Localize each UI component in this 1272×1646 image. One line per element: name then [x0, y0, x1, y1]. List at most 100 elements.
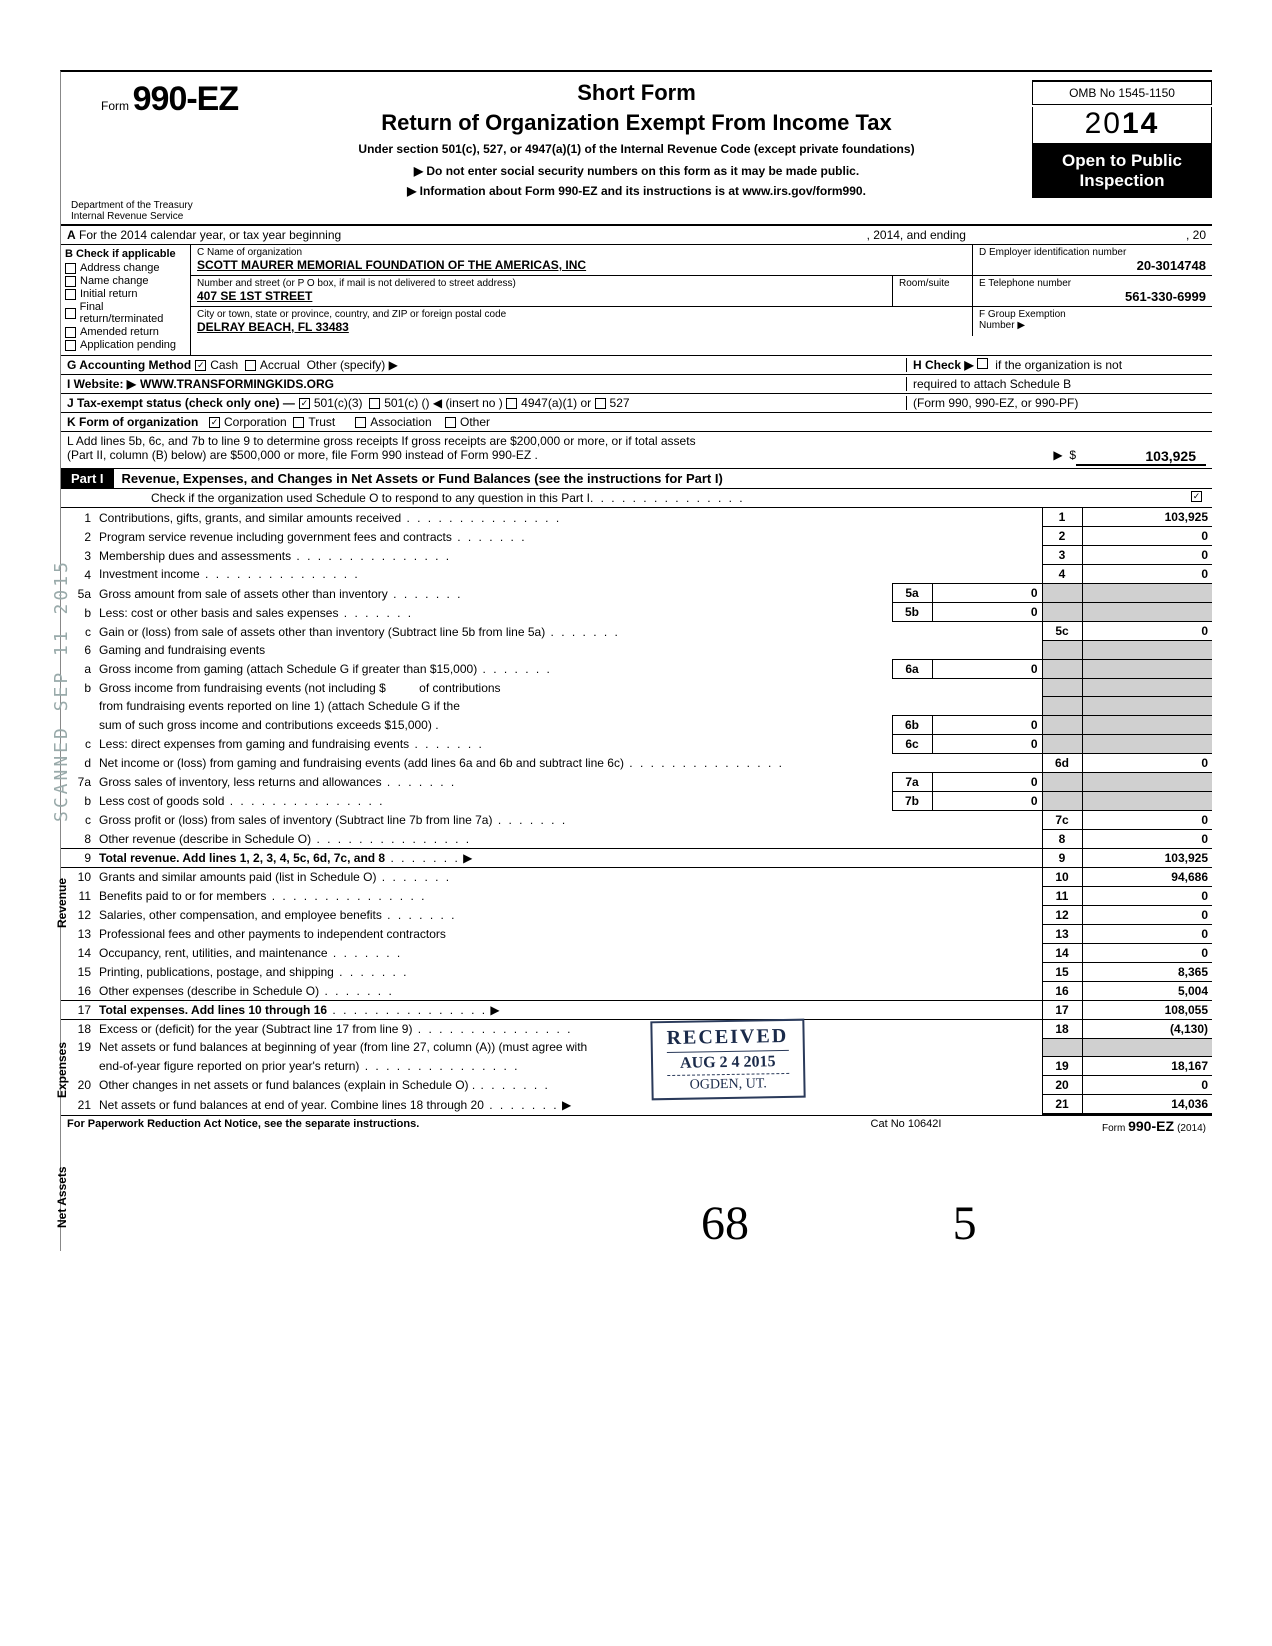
line-desc: Other changes in net assets or fund bala… — [99, 1078, 475, 1092]
form-number-cell: Form 990-EZ — [61, 80, 241, 119]
row-a-label: A — [67, 228, 76, 242]
checkbox-corp[interactable]: ✓ — [209, 417, 220, 428]
open-public-line1: Open to Public — [1037, 151, 1207, 171]
checkbox-other[interactable] — [445, 417, 456, 428]
line-desc: Net assets or fund balances at end of ye… — [99, 1098, 484, 1112]
group-exempt-label: F Group Exemption — [979, 309, 1066, 320]
line-desc: from fundraising events reported on line… — [95, 697, 1042, 716]
row-h-text: if the organization is not — [995, 358, 1122, 372]
line-desc: Salaries, other compensation, and employ… — [99, 908, 382, 922]
addr-label: Number and street (or P O box, if mail i… — [197, 278, 886, 289]
501c3-label: 501(c)(3) — [314, 396, 363, 410]
checkbox-trust[interactable] — [293, 417, 304, 428]
row-k-label: K Form of organization — [67, 415, 198, 429]
line-desc: Net income or (loss) from gaming and fun… — [99, 756, 624, 770]
footer-row: For Paperwork Reduction Act Notice, see … — [61, 1115, 1212, 1136]
row-l-line1: L Add lines 5b, 6c, and 7b to line 9 to … — [67, 434, 1206, 448]
checkbox-final[interactable] — [65, 308, 76, 319]
dept-line1: Department of the Treasury — [71, 200, 241, 211]
row-l-line2: (Part II, column (B) below) are $500,000… — [67, 448, 538, 466]
row-h-text3: (Form 990, 990-EZ, or 990-PF) — [906, 396, 1206, 410]
handwritten-5: 5 — [953, 1196, 977, 1251]
tax-year: 2014 — [1032, 107, 1212, 144]
stamp-received: RECEIVED — [666, 1025, 788, 1053]
gross-receipts-value: 103,925 — [1076, 448, 1206, 466]
checkbox-h[interactable] — [977, 358, 988, 369]
other-label: Other (specify) ▶ — [307, 358, 398, 372]
omb-number: OMB No 1545-1150 — [1032, 80, 1212, 105]
chk-label: Initial return — [80, 288, 137, 300]
checkbox-accrual[interactable] — [245, 360, 256, 371]
checkbox-cash[interactable]: ✓ — [195, 360, 206, 371]
checkbox-501c3[interactable]: ✓ — [299, 398, 310, 409]
ssn-notice: ▶ Do not enter social security numbers o… — [251, 164, 1022, 178]
checkbox-name[interactable] — [65, 276, 76, 287]
chk-label: Address change — [80, 262, 160, 274]
stamp-location: OGDEN, UT. — [667, 1073, 789, 1094]
line-desc: Gross income from fundraising events (no… — [99, 681, 386, 695]
checkbox-501c[interactable] — [369, 398, 380, 409]
row-l-arrow: ▶ — [1053, 448, 1062, 466]
line-desc: Grants and similar amounts paid (list in… — [99, 870, 376, 884]
info-link: ▶ Information about Form 990-EZ and its … — [251, 184, 1022, 198]
checkbox-amended[interactable] — [65, 327, 76, 338]
line-desc: Benefits paid to or for members — [99, 889, 266, 903]
part1-title: Revenue, Expenses, and Changes in Net As… — [122, 471, 723, 486]
row-h-label: H Check ▶ — [913, 358, 974, 372]
line-desc: Gaming and fundraising events — [95, 641, 1042, 660]
cat-no: Cat No 10642I — [806, 1118, 1006, 1134]
short-form-label: Short Form — [251, 80, 1022, 106]
accrual-label: Accrual — [260, 358, 300, 372]
checkbox-assoc[interactable] — [355, 417, 366, 428]
vlabel-netassets: Net Assets — [55, 1166, 69, 1228]
paperwork-notice: For Paperwork Reduction Act Notice, see … — [67, 1118, 806, 1134]
form-prefix: Form — [101, 99, 129, 113]
line-desc: sum of such gross income and contributio… — [95, 715, 892, 734]
section-b: B Check if applicable Address change Nam… — [61, 245, 191, 355]
checkbox-address[interactable] — [65, 263, 76, 274]
city-value: DELRAY BEACH, FL 33483 — [197, 320, 966, 334]
row-j-label: J Tax-exempt status (check only one) — — [67, 396, 295, 410]
phone-label: E Telephone number — [979, 278, 1206, 289]
website-value: WWW.TRANSFORMINGKIDS.ORG — [140, 377, 334, 391]
trust-label: Trust — [308, 415, 335, 429]
line-desc: Membership dues and assessments — [99, 549, 291, 563]
checkbox-pending[interactable] — [65, 340, 76, 351]
group-exempt-num: Number ▶ — [979, 320, 1025, 331]
line-desc: Gross sales of inventory, less returns a… — [99, 775, 382, 789]
open-public-line2: Inspection — [1037, 171, 1207, 191]
line-desc: Net assets or fund balances at beginning… — [95, 1038, 1042, 1056]
phone-value: 561-330-6999 — [979, 289, 1206, 304]
open-to-public: Open to Public Inspection — [1032, 144, 1212, 198]
line-desc: Contributions, gifts, grants, and simila… — [99, 511, 401, 525]
row-l: L Add lines 5b, 6c, and 7b to line 9 to … — [61, 432, 1212, 468]
line-desc: Printing, publications, postage, and shi… — [99, 965, 334, 979]
line-desc: Investment income — [99, 567, 200, 581]
cash-label: Cash — [210, 358, 238, 372]
city-label: City or town, state or province, country… — [197, 309, 966, 320]
org-name-value: SCOTT MAURER MEMORIAL FOUNDATION OF THE … — [197, 258, 966, 272]
row-a-text3: , 20 — [1186, 228, 1206, 242]
checkbox-527[interactable] — [595, 398, 606, 409]
insert-label: ) ◀ (insert no ) — [426, 396, 503, 410]
ein-label: D Employer identification number — [979, 247, 1206, 258]
line-desc: Program service revenue including govern… — [99, 530, 452, 544]
line-desc: of contributions — [419, 681, 500, 695]
527-label: 527 — [610, 396, 630, 410]
checkbox-4947[interactable] — [506, 398, 517, 409]
stamp-date: AUG 2 4 2015 — [667, 1051, 789, 1075]
corp-label: Corporation — [224, 415, 287, 429]
chk-label: Name change — [80, 275, 149, 287]
501c-label: 501(c) ( — [384, 396, 425, 410]
row-h-text2: required to attach Schedule B — [906, 377, 1206, 391]
other-org-label: Other — [460, 415, 490, 429]
ein-value: 20-3014748 — [979, 258, 1206, 273]
checkbox-schedule-o[interactable]: ✓ — [1191, 491, 1202, 502]
row-g-label: G Accounting Method — [67, 358, 191, 372]
line-desc: Less cost of goods sold — [99, 794, 224, 808]
row-a: A For the 2014 calendar year, or tax yea… — [61, 226, 1212, 245]
form-number: 990-EZ — [133, 80, 239, 118]
line-desc: Professional fees and other payments to … — [99, 927, 446, 941]
handwritten-68: 68 — [701, 1196, 749, 1251]
checkbox-initial[interactable] — [65, 289, 76, 300]
